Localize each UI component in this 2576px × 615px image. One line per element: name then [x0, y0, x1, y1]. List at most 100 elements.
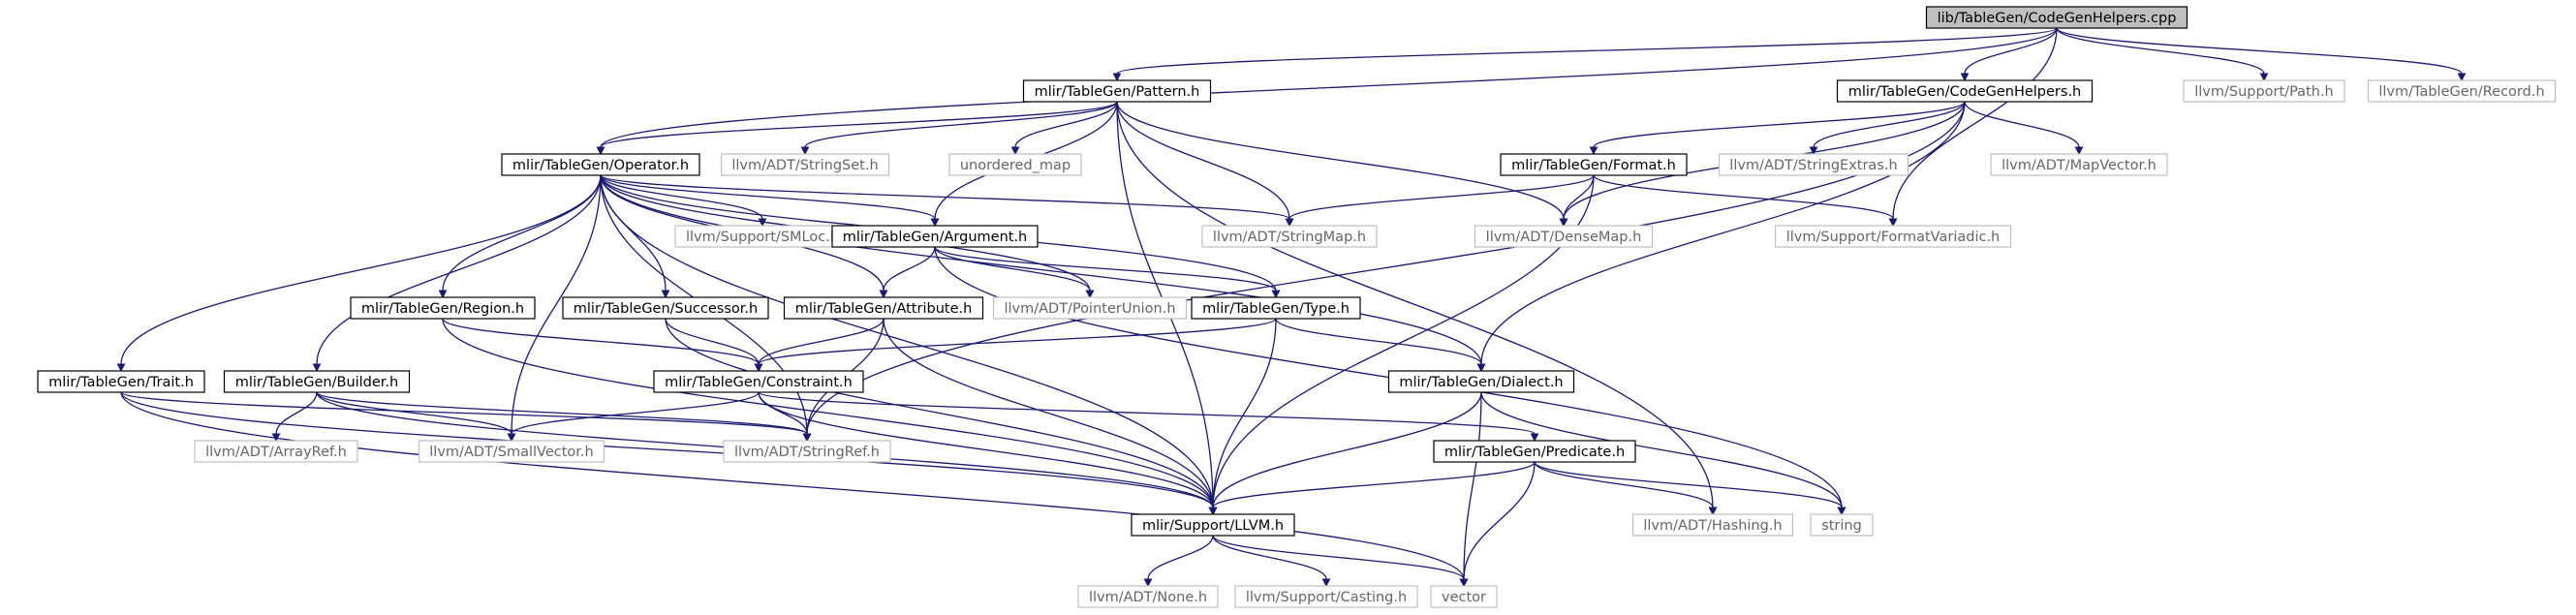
node-label: llvm/Support/Path.h [2194, 84, 2334, 100]
edge-line [600, 174, 936, 220]
edge-predicate-to-vector [1459, 461, 1536, 588]
node-box [37, 370, 205, 393]
edge-type-to-constraint [754, 318, 1277, 373]
node-root[interactable]: lib/TableGen/CodeGenHelpers.cpp [1925, 6, 2188, 29]
edge-trait-to-stringref [120, 391, 812, 443]
node-successor[interactable]: mlir/TableGen/Successor.h [562, 296, 769, 320]
node-operator[interactable]: mlir/TableGen/Operator.h [501, 153, 700, 176]
node-box [1500, 153, 1688, 176]
node-stringset[interactable]: llvm/ADT/StringSet.h [720, 153, 890, 176]
edge-line [316, 391, 808, 435]
node-densemap[interactable]: llvm/ADT/DenseMap.h [1474, 225, 1654, 248]
edge-line [1212, 461, 1536, 508]
edge-format-to-stringmap [1285, 174, 1595, 228]
edge-arrowhead [661, 290, 670, 299]
edge-llvm-to-none [1143, 535, 1214, 588]
node-box [1430, 585, 1498, 608]
node-stringmap[interactable]: llvm/ADT/StringMap.h [1201, 225, 1378, 248]
edge-arrowhead [1459, 578, 1469, 588]
edge-line [442, 174, 602, 292]
node-label: llvm/ADT/StringRef.h [734, 445, 880, 460]
edge-line [316, 174, 602, 365]
node-box [1077, 585, 1219, 608]
edge-line [2056, 27, 2265, 75]
node-attribute[interactable]: mlir/TableGen/Attribute.h [783, 296, 984, 320]
node-label: mlir/TableGen/CodeGenHelpers.h [1848, 84, 2082, 100]
edge-line [1463, 391, 1482, 580]
edge-predicate-to-hashing [1534, 461, 1718, 516]
edge-arrowhead [596, 146, 605, 156]
node-region[interactable]: mlir/TableGen/Region.h [350, 296, 536, 320]
edge-arrowhead [802, 433, 812, 443]
edge-line [758, 391, 1214, 508]
node-box [2367, 79, 2557, 103]
node-string[interactable]: string [1810, 513, 1874, 537]
edge-line [883, 318, 1214, 508]
edge-line [1463, 461, 1536, 580]
node-label: llvm/ADT/StringSet.h [731, 158, 878, 173]
node-vector[interactable]: vector [1430, 585, 1498, 608]
edge-arrowhead [1010, 146, 1020, 156]
edge-line [120, 391, 1214, 508]
edge-line [1212, 318, 1277, 508]
node-record[interactable]: llvm/TableGen/Record.h [2367, 79, 2557, 103]
node-llvm[interactable]: mlir/Support/LLVM.h [1131, 513, 1295, 537]
node-label: llvm/Support/SMLoc.h [686, 230, 839, 245]
node-predicate[interactable]: mlir/TableGen/Predicate.h [1433, 440, 1636, 463]
node-ptrunion[interactable]: llvm/ADT/PointerUnion.h [992, 296, 1188, 320]
node-format[interactable]: mlir/TableGen/Format.h [1500, 153, 1688, 176]
node-umap[interactable]: unordered_map [948, 153, 1082, 176]
node-label: mlir/TableGen/Pattern.h [1035, 84, 1200, 100]
edge-arrowhead [271, 433, 281, 443]
node-strextras[interactable]: llvm/ADT/StringExtras.h [1718, 153, 1909, 176]
node-box [223, 370, 411, 393]
node-hashing[interactable]: llvm/ADT/Hashing.h [1631, 513, 1794, 537]
node-casting[interactable]: llvm/Support/Casting.h [1234, 585, 1418, 608]
node-label: mlir/TableGen/Region.h [361, 301, 524, 317]
node-label: mlir/TableGen/Format.h [1511, 158, 1676, 173]
node-smloc[interactable]: llvm/Support/SMLoc.h [674, 225, 851, 248]
node-arrayref[interactable]: llvm/ADT/ArrayRef.h [194, 440, 358, 463]
edge-line [1116, 101, 1565, 220]
node-box [1387, 370, 1575, 393]
node-dialect[interactable]: mlir/TableGen/Dialect.h [1387, 370, 1575, 393]
edge-attribute-to-constraint [754, 318, 885, 373]
edge-root-to-path [2056, 27, 2269, 82]
node-box [350, 296, 536, 320]
node-fmtvariadic[interactable]: llvm/Support/FormatVariadic.h [1774, 225, 2012, 248]
edge-line [806, 101, 1966, 435]
edge-line [758, 391, 1536, 435]
node-smallvector[interactable]: llvm/ADT/SmallVector.h [418, 440, 605, 463]
edge-arrowhead [438, 290, 448, 299]
edge-arrowhead [1809, 146, 1818, 156]
node-trait[interactable]: mlir/TableGen/Trait.h [37, 370, 205, 393]
node-pattern[interactable]: mlir/TableGen/Pattern.h [1022, 79, 1212, 103]
edge-line [316, 391, 512, 435]
edge-line [600, 174, 1290, 220]
node-box [1836, 79, 2094, 103]
edge-cgh-to-mapvector [1964, 101, 2084, 156]
edge-line [1116, 101, 1290, 220]
node-constraint[interactable]: mlir/TableGen/Constraint.h [653, 370, 864, 393]
edge-arrowhead [1271, 290, 1281, 299]
node-type[interactable]: mlir/TableGen/Type.h [1191, 296, 1361, 320]
node-none[interactable]: llvm/ADT/None.h [1077, 585, 1219, 608]
edge-line [1563, 174, 1595, 220]
edge-line [1534, 461, 1843, 508]
node-path[interactable]: llvm/Support/Path.h [2183, 79, 2345, 103]
node-label: mlir/Support/LLVM.h [1142, 518, 1284, 534]
edge-pattern-to-umap [1010, 101, 1118, 156]
node-cgh[interactable]: mlir/TableGen/CodeGenHelpers.h [1836, 79, 2094, 103]
node-box [1718, 153, 1909, 176]
node-stringref[interactable]: llvm/ADT/StringRef.h [723, 440, 891, 463]
node-box [1925, 6, 2188, 29]
edge-line [1147, 535, 1214, 580]
edge-arrowhead [800, 146, 810, 156]
edge-line [600, 174, 763, 220]
node-mapvector[interactable]: llvm/ADT/MapVector.h [1990, 153, 2168, 176]
edge-arrowhead [1708, 507, 1718, 516]
node-builder[interactable]: mlir/TableGen/Builder.h [223, 370, 411, 393]
node-argument[interactable]: mlir/TableGen/Argument.h [831, 225, 1039, 248]
edge-line [1813, 101, 1966, 148]
node-label: llvm/Support/Casting.h [1246, 590, 1407, 605]
